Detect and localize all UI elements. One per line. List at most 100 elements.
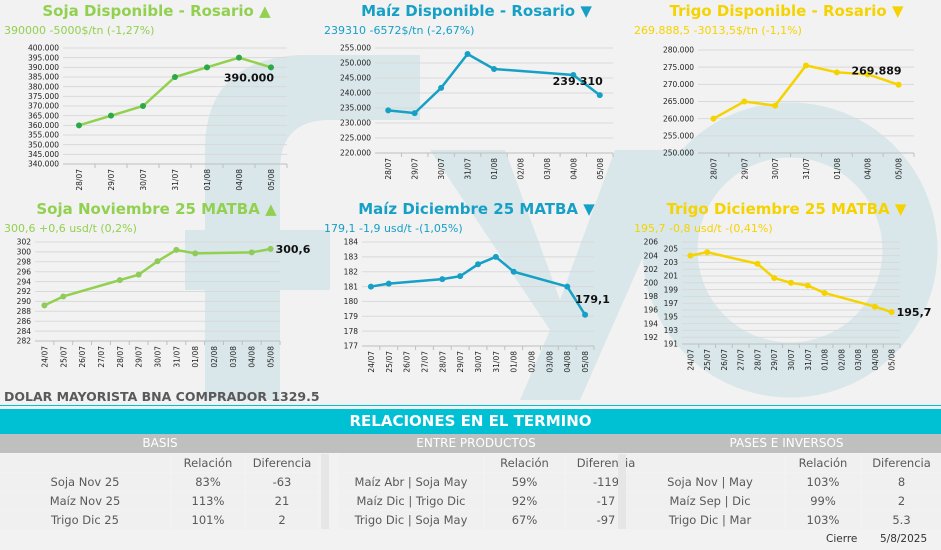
y-tick-label: 300: [17, 248, 32, 257]
y-tick-label: 184: [344, 238, 359, 247]
table-cell: 83%: [172, 473, 244, 491]
data-point: [140, 103, 146, 109]
data-point: [438, 84, 445, 91]
y-tick-label: 275.000: [663, 63, 694, 72]
x-tick-label: 01/08: [203, 169, 212, 191]
chart-panel-3: Trigo Disponible - Rosario ▼ 269.888,5 -…: [630, 0, 941, 200]
section-separator: [321, 454, 329, 529]
section-separator: [618, 454, 626, 529]
y-tick-label: 280.000: [663, 46, 694, 55]
x-tick-label: 29/07: [456, 351, 465, 373]
y-tick-label: 302: [17, 238, 32, 247]
chart-title-text: Trigo Diciembre 25 MATBA: [666, 200, 890, 218]
y-tick-label: 204: [644, 251, 659, 260]
data-point: [116, 277, 123, 284]
x-tick-label: 31/07: [172, 346, 181, 368]
data-point: [385, 280, 392, 287]
y-tick-label: 177: [344, 342, 359, 351]
y-tick-label: 360.000: [28, 121, 59, 130]
y-tick-label: 230.000: [340, 119, 371, 128]
chart-subtitle: 239310 -6572$/tn (-2,67%): [324, 24, 475, 37]
y-tick-label: 179: [344, 312, 359, 321]
cierre-label: Cierre: [826, 533, 858, 545]
table-cell: 103%: [786, 473, 860, 491]
x-tick-label: 27/07: [420, 351, 429, 373]
last-value-label: 269.889: [851, 65, 901, 78]
x-tick-label: 24/07: [367, 351, 376, 373]
y-tick-label: 193: [664, 326, 679, 335]
section-header-entre-productos: ENTRE PRODUCTOS: [320, 434, 632, 453]
column-header: Relación: [172, 454, 244, 472]
triangle-down-icon: ▼: [580, 2, 592, 20]
data-point: [772, 102, 779, 109]
fyo-watermark-logo: [185, 55, 938, 400]
y-tick-label: 282: [17, 337, 32, 346]
table-cell: -97: [566, 511, 646, 529]
x-tick-label: 03/08: [543, 158, 552, 180]
line-chart: 191 192 193 194 195 196 197 198 199 200 201 202 203 2…: [644, 238, 932, 371]
last-value-label: 239.310: [553, 75, 603, 88]
table-cell: 2: [862, 492, 941, 510]
chart-title-text: Soja Noviembre 25 MATBA: [36, 200, 260, 218]
data-point: [76, 122, 82, 129]
line-chart: 177 178 179 180 181 182 183 184 24/07 25/07 26/07 2…: [344, 238, 610, 373]
chart-title: Trigo Disponible - Rosario ▼: [630, 2, 941, 20]
data-point: [204, 64, 210, 71]
y-tick-label: 191: [664, 340, 679, 349]
data-point: [41, 302, 48, 309]
x-tick-label: 26/07: [403, 351, 412, 373]
y-tick-label: 292: [17, 287, 32, 296]
table-cell: 103%: [786, 511, 860, 529]
data-point: [741, 98, 748, 105]
chart-title-text: Maíz Disponible - Rosario: [361, 2, 576, 20]
data-point: [888, 309, 895, 316]
data-point: [596, 92, 603, 99]
data-point: [821, 290, 828, 296]
table-cell: Trigo Dic | Mar: [636, 511, 784, 529]
column-header: Relación: [786, 454, 860, 472]
table-cell: -119: [566, 473, 646, 491]
data-point: [385, 107, 392, 114]
table-cell: 99%: [786, 492, 860, 510]
table-cell: 59%: [485, 473, 564, 491]
y-tick-label: 395.000: [28, 53, 59, 62]
x-tick-label: 28/07: [116, 346, 125, 368]
data-point: [754, 260, 761, 267]
data-point: [268, 64, 274, 71]
chart-title-text: Soja Disponible - Rosario: [42, 2, 254, 20]
x-tick-label: 04/08: [563, 351, 572, 373]
table-cell: -17: [566, 492, 646, 510]
y-tick-label: 365.000: [28, 111, 59, 120]
x-tick-label: 28/07: [384, 158, 393, 180]
last-value-label: 195,7: [897, 306, 932, 319]
x-tick-label: 30/07: [771, 158, 780, 180]
data-point: [439, 276, 446, 283]
x-tick-label: 01/08: [833, 158, 842, 180]
table-cell: Soja Nov 25: [0, 473, 170, 491]
chart-panel-2: Maíz Disponible - Rosario ▼ 239310 -6572…: [320, 0, 633, 200]
x-tick-label: 26/07: [78, 346, 87, 368]
triangle-down-icon: ▼: [583, 200, 595, 218]
x-tick-label: 28/07: [753, 349, 762, 371]
last-value-label: 179,1: [575, 293, 610, 306]
x-tick-label: 04/08: [235, 169, 244, 191]
chart-title: Maíz Disponible - Rosario ▼: [320, 2, 633, 20]
x-tick-label: 24/07: [686, 349, 695, 371]
y-tick-label: 194: [644, 319, 659, 328]
table-cell: Trigo Dic 25: [0, 511, 170, 529]
line-chart: 250.000 255.000 260.000 265.000 270.000 275.0…: [663, 46, 915, 180]
y-tick-label: 240.000: [340, 89, 371, 98]
chart-title: Maíz Diciembre 25 MATBA ▼: [320, 200, 633, 218]
y-tick-label: 400.000: [28, 44, 59, 53]
table-cell: 2: [246, 511, 318, 529]
y-tick-label: 298: [17, 258, 32, 267]
x-tick-label: 02/08: [210, 346, 219, 368]
y-tick-label: 198: [644, 292, 659, 301]
y-tick-label: 284: [17, 327, 32, 336]
x-tick-label: 29/07: [411, 158, 420, 180]
x-tick-label: 31/07: [802, 158, 811, 180]
data-point: [491, 66, 497, 72]
y-tick-label: 220.000: [340, 149, 371, 158]
data-point: [464, 51, 471, 57]
y-tick-label: 192: [644, 333, 659, 342]
